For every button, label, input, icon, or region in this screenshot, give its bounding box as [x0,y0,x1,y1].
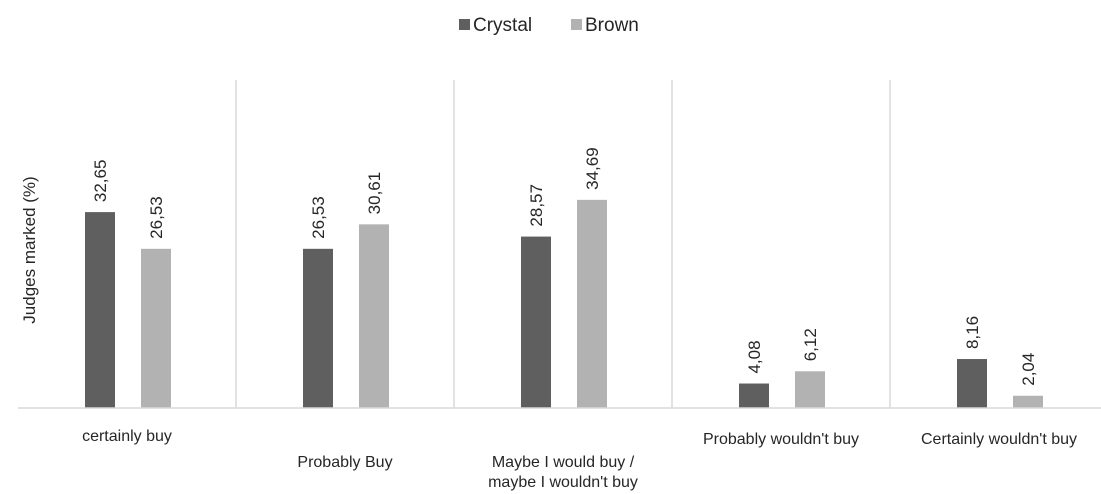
bar-brown-5 [1013,395,1043,408]
value-label-brown-2: 30,61 [365,172,384,215]
bar-crystal-5 [957,359,987,408]
bar-brown-2 [359,224,389,408]
legend-swatch-crystal [459,19,470,30]
bars [85,199,1043,408]
bar-crystal-2 [303,248,333,408]
value-label-crystal-2: 26,53 [309,196,328,239]
value-label-crystal-4: 4,08 [745,340,764,373]
bar-crystal-3 [521,236,551,408]
value-label-brown-4: 6,12 [801,328,820,361]
category-separators [235,80,891,408]
category-label-2: Probably Buy [297,454,392,471]
legend-label-crystal: Crystal [473,15,532,36]
legend-swatch-brown [571,19,582,30]
legend-label-brown: Brown [585,15,639,36]
category-label-3: Maybe I would buy / maybe I wouldn't buy [488,454,638,491]
value-labels: 32,65 26,53 28,57 4,08 8,16 26,53 30,61 34,69 6,… [91,147,1038,385]
category-label-5: Certainly wouldn't buy [921,431,1077,448]
value-label-brown-1: 26,53 [147,196,166,239]
bar-crystal-4 [739,383,769,408]
category-label-1: certainly buy [82,428,172,445]
category-labels: certainly buy Probably Buy Maybe I would b… [82,428,1077,491]
bar-crystal-1 [85,212,115,408]
value-label-crystal-5: 8,16 [963,316,982,349]
value-label-crystal-3: 28,57 [527,184,546,227]
value-label-brown-3: 34,69 [583,147,602,190]
bar-brown-1 [141,248,171,408]
value-label-brown-5: 2,04 [1019,353,1038,386]
value-label-crystal-1: 32,65 [91,160,110,203]
legend: Crystal Brown [459,15,639,36]
y-axis-label: Judges marked (%) [20,176,39,323]
category-label-4: Probably wouldn't buy [703,431,859,448]
bar-brown-4 [795,371,825,408]
bar-brown-3 [577,199,607,408]
